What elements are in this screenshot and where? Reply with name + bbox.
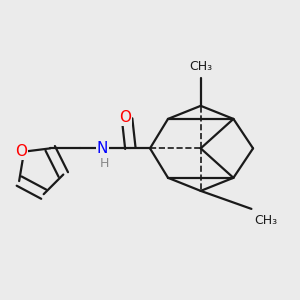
Text: O: O (119, 110, 131, 125)
Text: CH₃: CH₃ (255, 214, 278, 227)
Text: O: O (15, 144, 27, 159)
Text: CH₃: CH₃ (189, 60, 212, 73)
Text: N: N (97, 141, 108, 156)
Text: H: H (100, 157, 109, 169)
